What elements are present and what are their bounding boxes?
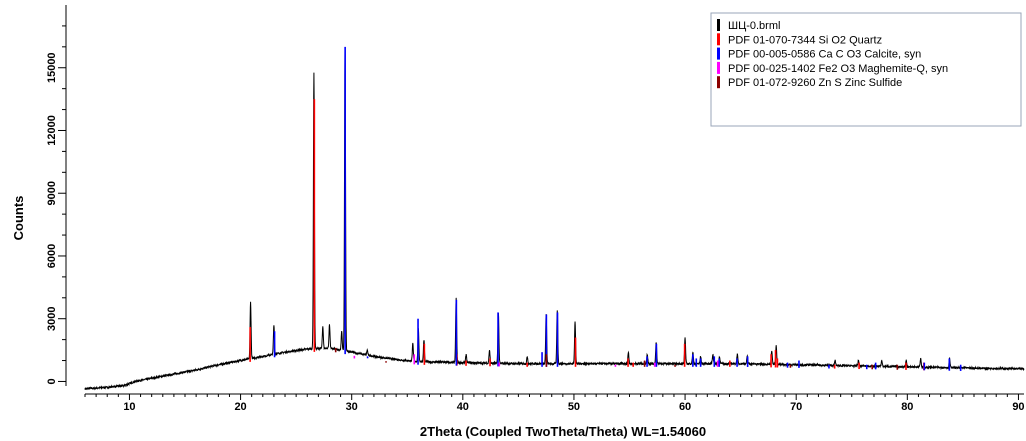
x-tick-label: 30 [346, 401, 358, 413]
legend-swatch-1 [717, 19, 720, 31]
legend: ШЦ-0.brml PDF 01-070-7344 Si O2 Quartz PDF… [710, 12, 1022, 127]
x-tick-label: 50 [568, 401, 580, 413]
legend-label-3: PDF 00-005-0586 Ca C O3 Calcite, syn [728, 49, 921, 61]
y-axis-title: Counts [11, 196, 26, 241]
legend-swatch-2 [717, 33, 720, 46]
x-tick-label: 90 [1012, 401, 1024, 413]
legend-swatch-5 [717, 76, 720, 89]
axes: 10 20 30 40 50 60 70 80 90 0 3000 6000 9000 12000 1500… [46, 5, 1025, 413]
legend-label-1: ШЦ-0.brml [728, 20, 780, 32]
legend-swatch-3 [717, 47, 720, 60]
legend-label-2: PDF 01-070-7344 Si O2 Quartz [728, 34, 882, 46]
legend-swatch-4 [717, 61, 720, 74]
x-axis-title: 2Theta (Coupled TwoTheta/Theta) WL=1.540… [420, 424, 706, 439]
y-tick-label: 15000 [46, 52, 58, 83]
x-tick-label: 80 [901, 401, 913, 413]
legend-label-4: PDF 00-025-1402 Fe2 O3 Maghemite-Q, syn [728, 63, 948, 75]
x-tick-label: 60 [679, 401, 691, 413]
y-tick-label: 3000 [46, 306, 58, 330]
y-tick-label: 6000 [46, 244, 58, 268]
legend-label-5: PDF 01-072-9260 Zn S Zinc Sulfide [728, 77, 902, 89]
x-tick-label: 70 [790, 401, 802, 413]
y-tick-label: 0 [46, 378, 58, 384]
plot-area [84, 46, 1025, 391]
x-tick-label: 40 [457, 401, 469, 413]
y-tick-label: 12000 [46, 115, 58, 146]
y-tick-label: 9000 [46, 181, 58, 205]
x-tick-label: 20 [234, 401, 246, 413]
legend-box [710, 12, 1022, 127]
x-tick-label: 10 [123, 401, 135, 413]
